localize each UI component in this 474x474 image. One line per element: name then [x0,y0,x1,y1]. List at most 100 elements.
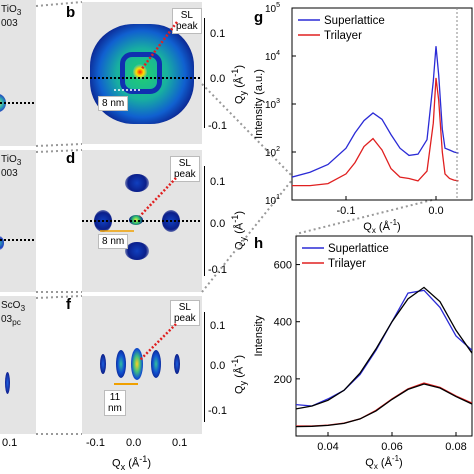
y-tick-exp: 1 [276,194,280,201]
x-axis-title-unit: (Å [376,220,391,233]
panel-letter-d: d [66,150,76,167]
map-b-qy-tick-1: 0.1 [210,28,226,40]
x-tick-label: 0.06 [381,441,402,453]
x-axis-title-unit: (Å [378,456,393,469]
x-axis-title-sub: x [372,226,376,235]
map-d-pointer [139,177,177,217]
y-tick-label: 102 [265,146,280,159]
x-axis-title-sup: -1 [390,218,398,227]
map-d-peak-top [125,174,149,192]
map-c-material-label: TiO3 003 [1,154,21,179]
y-tick-label: 101 [265,194,280,207]
map-a-label-sub: 3 [16,7,22,17]
qx-unit-sup: -1 [139,454,148,464]
map-f: SL peak 11 nm [82,296,202,434]
x-axis-title: Qx (Å-1) [365,454,402,471]
series-line-trilayer [292,77,459,187]
x-axis-title-sub: x [374,462,378,471]
map-f-peak-center [131,348,143,380]
y-tick-exp: 4 [276,50,280,57]
y-tick-label: 104 [265,50,280,63]
series-line-superlattice [296,289,472,407]
map-d-qy-axis [204,166,205,276]
qx-unit-close: ) [147,457,152,470]
map-e: ScO3 03pc [0,296,36,434]
y-tick-label: 600 [274,260,292,272]
y-tick-label: 200 [274,374,292,386]
map-c-label-text: TiO [1,154,17,165]
map-a-label-text: TiO [1,4,17,15]
map-d-ann-line1: SL [178,158,191,169]
y-tick-label: 103 [265,98,280,111]
plot-frame [295,235,473,437]
map-f-qx-title: Qx (Å-1) [112,454,151,472]
map-b-qy-axis [204,18,205,128]
x-tick-label: 0.08 [445,441,466,453]
map-f-ann-line2: peak [174,313,196,324]
map-b-qy-tick-3: -0.1 [208,120,227,132]
map-c: TiO3 003 [0,150,36,292]
y-axis-title: Intensity [253,315,265,356]
panel-letter-b: b [66,4,76,21]
qx-unit: (Å [125,457,140,470]
map-f-ann-line1: SL [178,302,191,313]
map-b-pointer [140,21,178,71]
y-axis-title: Intensity (a.u.) [253,69,265,139]
map-f-peak-2 [116,350,126,378]
map-d-qy-tick-1: 0.1 [210,176,226,188]
map-e-label-sub: 3 [20,303,26,313]
map-b-ann-line2: peak [176,21,198,32]
series-line-superlattice [292,46,459,178]
map-e-label-orientation: 03 [1,314,13,325]
connector-g-h [295,199,433,235]
map-f-qy-tick-2: 0.0 [210,360,226,372]
legend-label: Superlattice [328,243,389,255]
panel-letter-f: f [66,296,71,313]
map-c-peak [0,236,4,250]
map-b-inner-square [120,52,162,94]
map-c-label-orientation: 003 [1,168,18,179]
map-b-scale-label: 8 nm [98,96,129,111]
chart-g: 101 102 103 104 105 -0.1 0.0 Qx (Å-1) Intensity … [253,2,473,235]
map-d-qy-tick-2: 0.0 [210,218,226,230]
connector-a-b-bottom [35,143,83,147]
connector-a-b-top [35,1,83,7]
map-a-peak [0,94,6,112]
series-line-trilayer-fit [296,383,472,428]
panel-letter-g: g [254,9,263,26]
x-axis-title-sup: -1 [392,454,400,463]
map-b-ann-line1: SL [180,10,193,21]
map-f-pointer [139,323,177,361]
map-f-qx-tick-2: 0.0 [126,437,142,449]
legend-label: Trilayer [328,258,366,270]
map-e-material-label: ScO3 03pc [1,300,25,328]
connector-b-g [201,83,293,177]
map-f-qx-tick-3: 0.1 [172,437,188,449]
y-tick-label: 400 [274,317,292,329]
y-tick-exp: 2 [276,146,280,153]
connector-d-g [201,179,293,293]
connector-e-f-top [35,295,83,299]
map-f-peak-4 [151,350,161,378]
x-tick-label: -0.1 [337,205,356,217]
x-axis-title-close: ) [399,457,403,469]
map-f-peak-1 [100,354,106,374]
y-tick-exp: 3 [276,98,280,105]
y-tick-label: 105 [265,2,280,15]
series-line-superlattice-fit [296,286,472,410]
map-f-qx-tick-1: -0.1 [86,437,105,449]
map-f-sl-peak-label: SL peak [170,300,200,326]
map-a: TiO3 003 [0,0,36,146]
map-b-sl-peak-label: SL peak [172,8,202,34]
qx-q: Q [112,457,121,470]
map-a-material-label: TiO3 003 [1,4,21,29]
x-axis-title-close: ) [397,221,401,233]
map-e-label-text: ScO [1,300,21,311]
map-f-peak-5 [174,354,180,374]
chart-h: 200 400 600 0.04 0.06 0.08 Qx (Å-1) Intensity Su… [253,235,473,471]
y-tick-exp: 5 [276,2,280,9]
map-b-qy-tick-2: 0.0 [210,73,226,85]
map-c-label-sub: 3 [16,157,22,167]
map-f-qy-axis [204,312,205,422]
